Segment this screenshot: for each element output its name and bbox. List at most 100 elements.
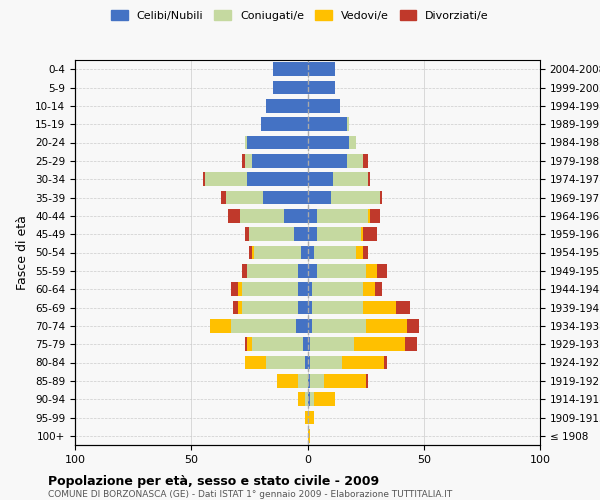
Bar xyxy=(370,209,380,222)
Y-axis label: Fasce di età: Fasce di età xyxy=(16,215,29,290)
Bar xyxy=(308,338,310,351)
Bar xyxy=(380,190,382,204)
Bar xyxy=(301,246,308,260)
Bar xyxy=(308,264,317,278)
Bar xyxy=(312,300,363,314)
Bar xyxy=(308,99,340,112)
Bar xyxy=(308,392,310,406)
Bar xyxy=(247,264,298,278)
Bar xyxy=(310,374,324,388)
Y-axis label: Anni di nascita: Anni di nascita xyxy=(599,206,600,298)
Bar xyxy=(296,319,308,332)
Bar xyxy=(347,154,363,168)
Bar xyxy=(308,282,312,296)
Bar xyxy=(333,172,368,186)
Bar xyxy=(298,392,305,406)
Bar xyxy=(242,300,298,314)
Bar xyxy=(312,282,363,296)
Bar xyxy=(365,374,368,388)
Bar xyxy=(305,356,308,370)
Bar xyxy=(298,282,308,296)
Bar xyxy=(252,154,308,168)
Bar xyxy=(305,392,308,406)
Text: Popolazione per età, sesso e stato civile - 2009: Popolazione per età, sesso e stato civil… xyxy=(48,475,379,488)
Bar xyxy=(317,264,365,278)
Bar xyxy=(238,282,242,296)
Bar xyxy=(298,264,308,278)
Bar xyxy=(317,209,368,222)
Bar xyxy=(377,264,386,278)
Bar xyxy=(356,246,364,260)
Bar xyxy=(308,356,310,370)
Bar xyxy=(308,228,317,241)
Bar xyxy=(240,209,284,222)
Bar xyxy=(308,172,333,186)
Bar xyxy=(349,136,356,149)
Bar xyxy=(247,172,308,186)
Bar xyxy=(245,154,252,168)
Bar xyxy=(364,154,368,168)
Bar xyxy=(324,374,365,388)
Bar xyxy=(331,190,380,204)
Bar xyxy=(310,338,354,351)
Bar xyxy=(308,80,335,94)
Bar xyxy=(365,319,407,332)
Bar xyxy=(361,228,364,241)
Bar xyxy=(266,99,308,112)
Bar xyxy=(396,300,410,314)
Bar xyxy=(203,172,205,186)
Bar xyxy=(308,62,335,76)
Bar xyxy=(247,338,252,351)
Bar xyxy=(231,282,238,296)
Bar xyxy=(272,62,308,76)
Bar xyxy=(354,338,405,351)
Bar xyxy=(277,374,298,388)
Bar xyxy=(364,282,375,296)
Bar xyxy=(308,136,349,149)
Bar xyxy=(308,209,317,222)
Bar xyxy=(245,338,247,351)
Bar xyxy=(308,410,314,424)
Bar xyxy=(308,118,347,131)
Bar xyxy=(308,300,312,314)
Bar xyxy=(250,246,252,260)
Bar xyxy=(314,246,356,260)
Bar xyxy=(293,228,308,241)
Bar xyxy=(272,80,308,94)
Bar xyxy=(407,319,419,332)
Bar xyxy=(245,228,250,241)
Bar xyxy=(233,300,238,314)
Bar xyxy=(238,300,242,314)
Bar xyxy=(368,172,370,186)
Bar xyxy=(310,392,314,406)
Text: COMUNE DI BORZONASCA (GE) - Dati ISTAT 1° gennaio 2009 - Elaborazione TUTTITALIA: COMUNE DI BORZONASCA (GE) - Dati ISTAT 1… xyxy=(48,490,452,499)
Bar xyxy=(226,190,263,204)
Bar xyxy=(347,118,349,131)
Bar xyxy=(221,190,226,204)
Bar xyxy=(303,338,308,351)
Bar xyxy=(229,209,240,222)
Bar xyxy=(242,282,298,296)
Bar xyxy=(384,356,386,370)
Bar xyxy=(308,374,310,388)
Bar xyxy=(405,338,417,351)
Legend: Celibi/Nubili, Coniugati/e, Vedovi/e, Divorziati/e: Celibi/Nubili, Coniugati/e, Vedovi/e, Di… xyxy=(107,6,493,25)
Bar xyxy=(312,319,365,332)
Bar xyxy=(231,319,296,332)
Bar xyxy=(364,246,368,260)
Bar xyxy=(298,300,308,314)
Bar xyxy=(343,356,384,370)
Bar xyxy=(310,356,343,370)
Bar xyxy=(261,118,308,131)
Bar xyxy=(245,356,266,370)
Bar xyxy=(308,190,331,204)
Bar xyxy=(305,410,308,424)
Bar xyxy=(247,136,308,149)
Bar xyxy=(365,264,377,278)
Bar xyxy=(308,246,314,260)
Bar xyxy=(205,172,247,186)
Bar xyxy=(250,228,293,241)
Bar xyxy=(210,319,231,332)
Bar xyxy=(252,246,254,260)
Bar xyxy=(364,228,377,241)
